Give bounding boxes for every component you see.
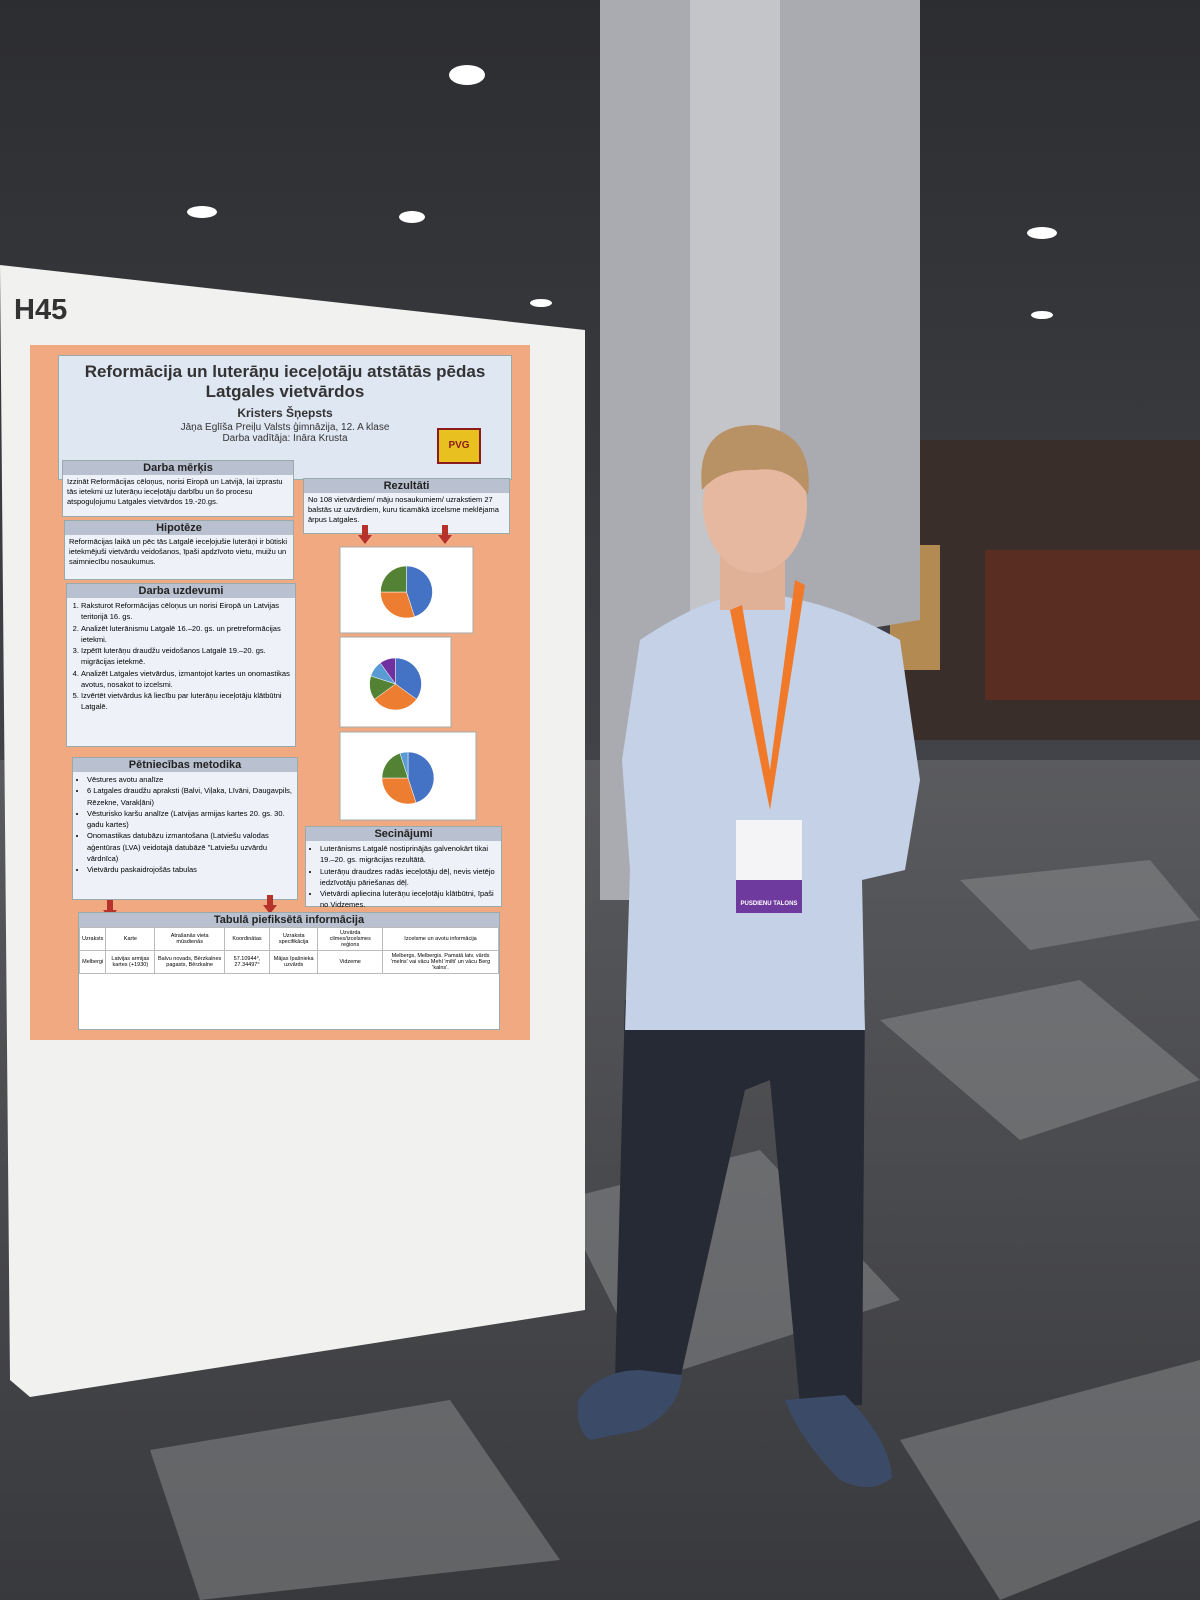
methods-box: Pētniecības metodika Vēstures avotu anal… xyxy=(72,757,298,900)
section-heading: Darba uzdevumi xyxy=(67,584,295,598)
conclusions-box: Secinājumi Luterānisms Latgalē nostiprin… xyxy=(305,826,502,909)
list-item: Luterāņu draudzes radās ieceļotāju dēļ, … xyxy=(320,866,501,889)
arrow xyxy=(438,525,452,544)
table-header: Uzraksts Karte Atrašanās vieta mūsdienās Ko… xyxy=(78,927,499,951)
title-box: Reformācija un luterāņu ieceļotāju atstā… xyxy=(58,355,512,480)
school-logo: PVG xyxy=(437,428,481,464)
section-text: Reformācijas laikā un pēc tās Latgalē ie… xyxy=(69,537,288,566)
results-box: Rezultāti No 108 vietvārdiem/ māju nosau… xyxy=(303,478,510,534)
poster-author: Kristers Šņepsts xyxy=(237,406,333,420)
pie-slice xyxy=(406,565,433,618)
list-item: Vietvārdi apliecina luterāņu ieceļotāju … xyxy=(320,888,501,911)
table-cell: Melbergs, Melbergis. Pamatā latv. vārds … xyxy=(382,950,499,974)
tasks-list: Raksturot Reformācijas cēloņus un norisi… xyxy=(67,600,295,713)
table-column: Koordinātas xyxy=(224,927,270,951)
floor-tiles xyxy=(150,860,1200,1600)
pie-slice xyxy=(399,751,409,779)
table-cell: Mājas īpašnieka uzvārds xyxy=(268,950,319,974)
right-shoe xyxy=(785,1395,892,1488)
section-heading: Rezultāti xyxy=(304,479,509,493)
section-heading: Pētniecības metodika xyxy=(73,758,297,772)
section-text: No 108 vietvārdiem/ māju nosaukumiem/ uz… xyxy=(308,495,499,524)
pie-slice xyxy=(380,591,415,619)
list-item: Luterānisms Latgalē nostiprinājās galven… xyxy=(320,843,501,866)
table-heading: Tabulā piefiksētā informācija xyxy=(79,913,499,927)
list-item: Analizēt Latgales vietvārdus, izmantojot… xyxy=(81,668,295,691)
poster-supervisor: Darba vadītāja: Ināra Krusta xyxy=(222,433,348,444)
section-heading: Hipotēze xyxy=(65,521,293,535)
list-item: Izvērtēt vietvārdus kā liecību par luter… xyxy=(81,690,295,713)
list-item: Izpētīt luterāņu draudžu veidošanos Latg… xyxy=(81,645,295,668)
person: PUSDIENU TALONS xyxy=(577,425,920,1488)
poster-title: Reformācija un luterāņu ieceļotāju atstā… xyxy=(84,362,486,401)
pie-slice xyxy=(395,657,422,700)
badge-band xyxy=(736,880,802,913)
goal-box: Darba mērķis Izzināt Reformācijas cēloņu… xyxy=(62,460,294,517)
table-cell: Latvijas armijas kartes (+1930) xyxy=(105,950,156,974)
hypothesis-box: Hipotēze Reformācijas laikā un pēc tās L… xyxy=(64,520,294,580)
table-column: Izcelsme un avotu informācija xyxy=(382,927,499,951)
list-item: Vēstures avotu analīze xyxy=(87,774,297,785)
table-cell: Vidzeme xyxy=(317,950,384,974)
pie-slice xyxy=(379,657,396,685)
tasks-box: Darba uzdevumi Raksturot Reformācijas cē… xyxy=(66,583,296,747)
table-row: Melbergi Latvijas armijas kartes (+1930) B… xyxy=(78,950,499,974)
table-cell: Melbergi xyxy=(78,950,107,974)
list-item: Onomastikas datubāzu izmantošana (Latvie… xyxy=(87,830,297,864)
table-box: Tabulā piefiksētā informācija Uzraksts Ka… xyxy=(78,912,500,1030)
pie-slice xyxy=(407,751,435,804)
pie-slice xyxy=(381,777,417,805)
background-window xyxy=(985,550,1200,700)
hair xyxy=(701,425,809,495)
section-text: Izzināt Reformācijas cēloņus, norisi Eir… xyxy=(67,477,283,506)
section-heading: Darba mērķis xyxy=(63,461,293,475)
poster-school: Jāņa Eglīša Preiļu Valsts ģimnāzija, 12.… xyxy=(180,422,390,433)
table-column: Atrašanās vieta mūsdienās xyxy=(154,927,225,951)
ceiling-lights xyxy=(187,65,1057,319)
info-table: Uzraksts Karte Atrašanās vieta mūsdienās Ko… xyxy=(78,927,499,974)
table-column: Uzraksts xyxy=(78,927,107,951)
board-label: H45 xyxy=(14,294,68,326)
arrow xyxy=(263,895,277,914)
table-body: Melbergi Latvijas armijas kartes (+1930) B… xyxy=(78,950,499,974)
lanyard xyxy=(730,580,805,810)
table-column: Karte xyxy=(105,927,156,951)
list-item: Analizēt luterānismu Latgalē 16.–20. gs.… xyxy=(81,623,295,646)
trousers xyxy=(615,1000,865,1405)
table-cell: 57.10944°, 27.34497° xyxy=(224,950,270,974)
badge-text: PUSDIENU TALONS xyxy=(741,901,798,907)
section-heading: Secinājumi xyxy=(306,827,501,841)
list-item: Vietvārdu paskaidrojošās tabulas xyxy=(87,864,297,875)
list-item: 6 Latgales draudžu apraksti (Balvi, Viļa… xyxy=(87,785,297,808)
pie-charts xyxy=(103,525,477,919)
list-item: Vēsturisko karšu analīze (Latvijas armij… xyxy=(87,808,297,831)
table-column: Uzraksta specifikācija xyxy=(268,927,319,951)
methods-list: Vēstures avotu analīze6 Latgales draudžu… xyxy=(73,774,297,875)
table-cell: Balvu novads, Bērzkalnes pagasts, Bērzka… xyxy=(154,950,225,974)
shirt xyxy=(622,595,920,1030)
pie-slice xyxy=(374,683,417,711)
arrow xyxy=(358,525,372,544)
pie-slice xyxy=(380,565,407,593)
table-column: Uzvārda cilmes/izcelsmes reģions xyxy=(317,927,384,951)
conclusions-list: Luterānisms Latgalē nostiprinājās galven… xyxy=(306,843,501,911)
left-shoe xyxy=(577,1370,682,1440)
list-item: Raksturot Reformācijas cēloņus un norisi… xyxy=(81,600,295,623)
